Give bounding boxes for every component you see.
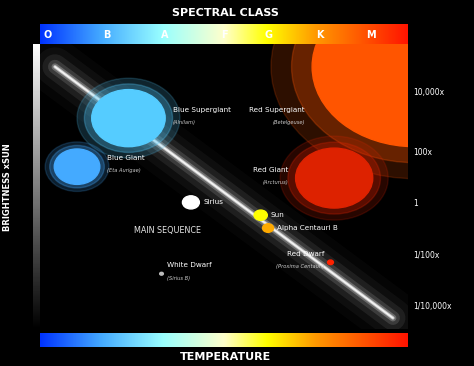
Text: A: A <box>162 30 169 40</box>
Text: K: K <box>316 30 323 40</box>
Text: 10,000x: 10,000x <box>413 88 444 97</box>
Circle shape <box>292 0 474 163</box>
Text: 1: 1 <box>413 199 418 208</box>
Text: TEMPERATURE: TEMPERATURE <box>180 352 271 362</box>
Text: (Proxima Centauri): (Proxima Centauri) <box>275 264 324 269</box>
Text: Blue Giant: Blue Giant <box>107 155 145 161</box>
Text: M: M <box>366 30 376 40</box>
Circle shape <box>84 84 173 152</box>
Text: Sun: Sun <box>271 212 285 218</box>
Circle shape <box>45 142 109 191</box>
Text: F: F <box>221 30 227 40</box>
Text: (Eta Aurigae): (Eta Aurigae) <box>107 168 141 173</box>
Text: SPECTRAL CLASS: SPECTRAL CLASS <box>172 8 279 18</box>
Circle shape <box>77 78 180 158</box>
Text: Red Supergiant: Red Supergiant <box>249 107 305 113</box>
Text: (Alnilam): (Alnilam) <box>173 120 196 125</box>
Text: G: G <box>264 30 272 40</box>
Circle shape <box>271 0 474 179</box>
Text: Blue Supergiant: Blue Supergiant <box>173 107 230 113</box>
Circle shape <box>312 0 474 147</box>
Circle shape <box>160 272 164 275</box>
Text: Alpha Centauri B: Alpha Centauri B <box>277 225 338 231</box>
Text: White Dwarf: White Dwarf <box>167 262 212 268</box>
Circle shape <box>54 149 100 184</box>
Text: 100x: 100x <box>413 148 432 157</box>
Text: Red Dwarf: Red Dwarf <box>286 251 324 257</box>
Text: (Betelgeuse): (Betelgeuse) <box>272 120 305 125</box>
Text: 1/10,000x: 1/10,000x <box>413 302 452 311</box>
Text: BRIGHTNESS xSUN: BRIGHTNESS xSUN <box>3 143 12 231</box>
Text: (Sirius B): (Sirius B) <box>167 276 190 280</box>
Circle shape <box>91 90 165 147</box>
Text: Sirius: Sirius <box>203 199 223 205</box>
Circle shape <box>296 148 373 208</box>
Circle shape <box>182 196 200 209</box>
Text: O: O <box>44 30 52 40</box>
Text: MAIN SEQUENCE: MAIN SEQUENCE <box>134 227 201 235</box>
Circle shape <box>328 260 333 265</box>
Circle shape <box>254 210 267 220</box>
Circle shape <box>280 136 388 220</box>
Text: B: B <box>103 30 110 40</box>
Text: Red Giant: Red Giant <box>253 167 288 172</box>
Text: 1/100x: 1/100x <box>413 251 439 259</box>
Circle shape <box>288 142 381 214</box>
Circle shape <box>263 224 273 232</box>
Text: (Arcturus): (Arcturus) <box>263 180 288 185</box>
Circle shape <box>50 145 104 188</box>
